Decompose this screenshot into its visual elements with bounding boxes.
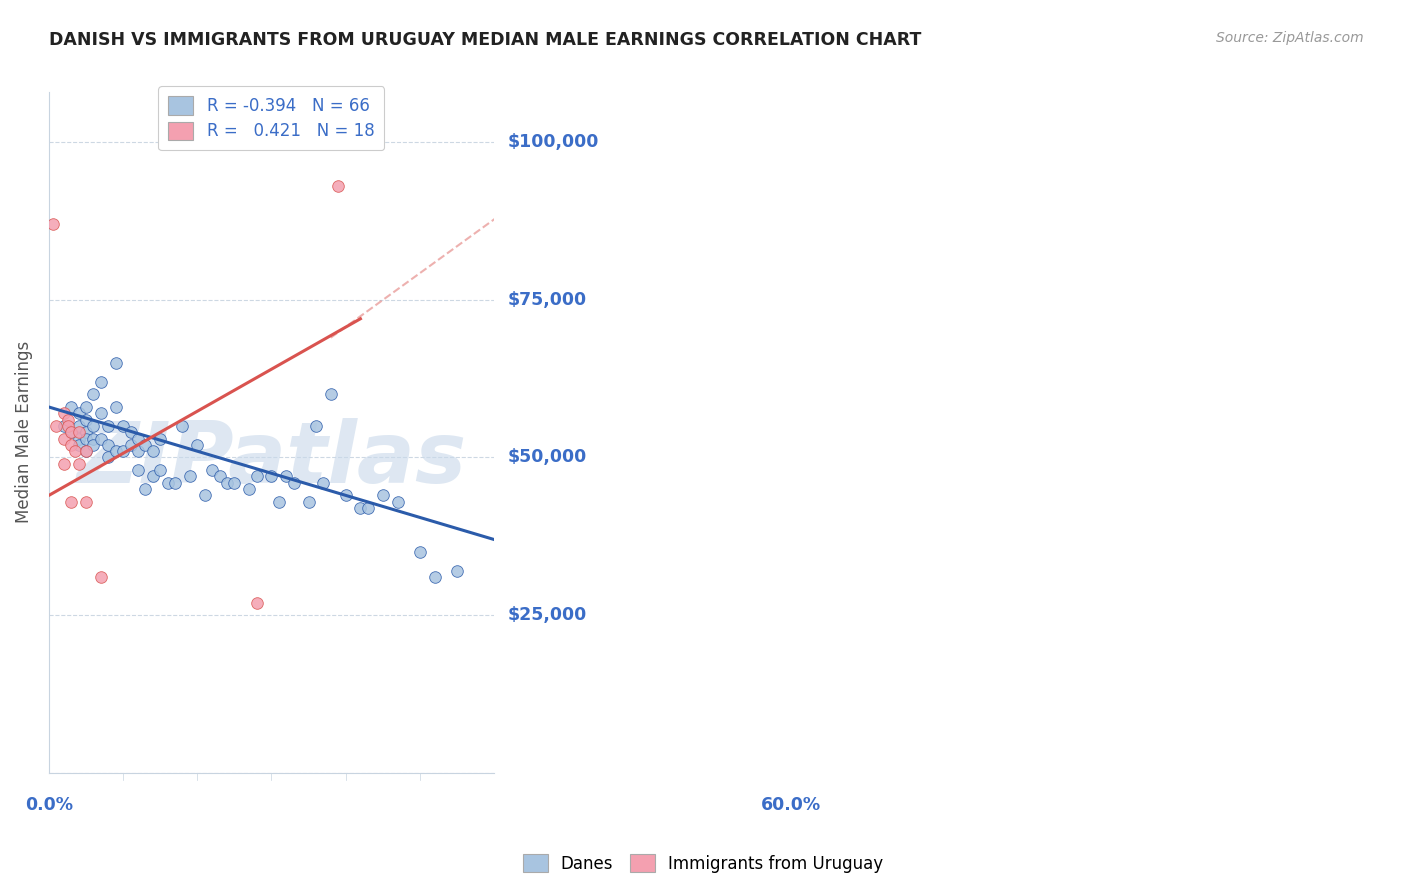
Point [52, 419, 75, 434]
Point [60, 438, 83, 452]
Text: 60.0%: 60.0% [761, 797, 821, 814]
Point [134, 482, 156, 496]
Point [127, 463, 149, 477]
Point [112, 419, 135, 434]
Point [260, 469, 283, 483]
Point [75, 444, 97, 458]
Point [238, 482, 260, 496]
Point [63, 444, 86, 458]
Point [52, 457, 75, 471]
Text: $75,000: $75,000 [508, 291, 586, 309]
Point [82, 432, 104, 446]
Point [127, 432, 149, 446]
Point [349, 500, 371, 515]
Text: ZIPatlas: ZIPatlas [76, 418, 467, 501]
Point [60, 425, 83, 440]
Point [67, 425, 90, 440]
Point [82, 438, 104, 452]
Point [149, 432, 172, 446]
Point [335, 488, 357, 502]
Text: DANISH VS IMMIGRANTS FROM URUGUAY MEDIAN MALE EARNINGS CORRELATION CHART: DANISH VS IMMIGRANTS FROM URUGUAY MEDIAN… [49, 31, 921, 49]
Text: Source: ZipAtlas.com: Source: ZipAtlas.com [1216, 31, 1364, 45]
Point [149, 463, 172, 477]
Point [267, 494, 290, 508]
Point [75, 400, 97, 414]
Point [90, 406, 112, 420]
Point [163, 475, 186, 490]
Point [371, 488, 394, 502]
Point [75, 494, 97, 508]
Point [208, 469, 231, 483]
Point [127, 444, 149, 458]
Text: $25,000: $25,000 [508, 607, 588, 624]
Point [104, 400, 127, 414]
Point [297, 494, 319, 508]
Point [67, 438, 90, 452]
Point [97, 419, 120, 434]
Point [246, 469, 269, 483]
Point [134, 438, 156, 452]
Point [97, 438, 120, 452]
Point [90, 375, 112, 389]
Point [45, 419, 67, 434]
Y-axis label: Median Male Earnings: Median Male Earnings [15, 341, 32, 524]
Point [60, 494, 83, 508]
Point [142, 444, 165, 458]
Point [305, 419, 328, 434]
Point [224, 475, 246, 490]
Text: $100,000: $100,000 [508, 133, 599, 152]
Point [172, 419, 194, 434]
Point [90, 432, 112, 446]
Point [97, 450, 120, 465]
Point [387, 494, 409, 508]
Point [142, 469, 165, 483]
Legend: Danes, Immigrants from Uruguay: Danes, Immigrants from Uruguay [516, 847, 890, 880]
Point [312, 475, 335, 490]
Point [41, 217, 63, 231]
Point [75, 425, 97, 440]
Point [186, 438, 208, 452]
Point [67, 419, 90, 434]
Point [112, 444, 135, 458]
Point [67, 406, 90, 420]
Point [75, 444, 97, 458]
Point [52, 406, 75, 420]
Point [201, 463, 224, 477]
Point [75, 412, 97, 426]
Text: 0.0%: 0.0% [25, 797, 73, 814]
Point [120, 425, 142, 440]
Point [446, 564, 468, 578]
Point [409, 545, 432, 559]
Point [283, 475, 305, 490]
Point [67, 432, 90, 446]
Text: $50,000: $50,000 [508, 449, 588, 467]
Point [120, 438, 142, 452]
Point [56, 412, 79, 426]
Point [156, 475, 179, 490]
Point [423, 570, 446, 584]
Point [194, 488, 217, 502]
Point [75, 432, 97, 446]
Point [179, 469, 201, 483]
Point [215, 475, 238, 490]
Point [276, 469, 298, 483]
Legend: R = -0.394   N = 66, R =   0.421   N = 18: R = -0.394 N = 66, R = 0.421 N = 18 [159, 87, 384, 151]
Point [357, 500, 380, 515]
Point [328, 179, 350, 194]
Point [56, 419, 79, 434]
Point [60, 425, 83, 440]
Point [319, 387, 342, 401]
Point [67, 457, 90, 471]
Point [52, 432, 75, 446]
Point [82, 419, 104, 434]
Point [246, 595, 269, 609]
Point [82, 387, 104, 401]
Point [104, 444, 127, 458]
Point [60, 400, 83, 414]
Point [104, 356, 127, 370]
Point [90, 570, 112, 584]
